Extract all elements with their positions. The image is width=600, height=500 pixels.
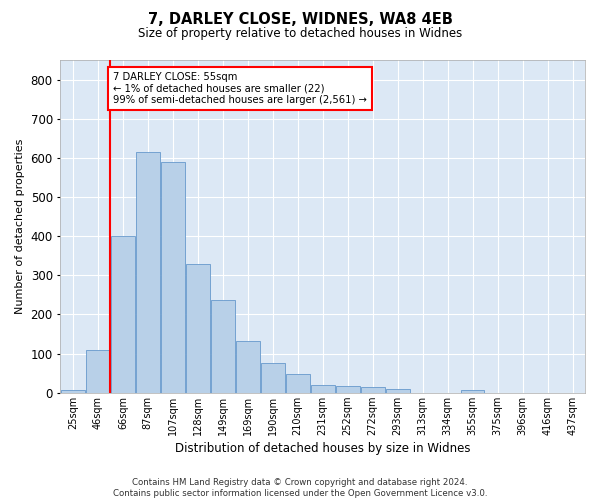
Text: 7, DARLEY CLOSE, WIDNES, WA8 4EB: 7, DARLEY CLOSE, WIDNES, WA8 4EB <box>148 12 452 28</box>
Text: 7 DARLEY CLOSE: 55sqm
← 1% of detached houses are smaller (22)
99% of semi-detac: 7 DARLEY CLOSE: 55sqm ← 1% of detached h… <box>113 72 367 105</box>
Bar <box>236 340 260 393</box>
Bar <box>111 236 135 393</box>
Bar <box>86 350 110 393</box>
Bar <box>336 386 359 393</box>
Bar <box>136 152 160 393</box>
Text: Size of property relative to detached houses in Widnes: Size of property relative to detached ho… <box>138 28 462 40</box>
Bar <box>261 362 284 393</box>
Bar <box>311 385 335 393</box>
Bar <box>211 300 235 393</box>
Bar <box>286 374 310 393</box>
Bar <box>61 390 85 393</box>
Text: Contains HM Land Registry data © Crown copyright and database right 2024.
Contai: Contains HM Land Registry data © Crown c… <box>113 478 487 498</box>
Bar <box>186 264 209 393</box>
Bar <box>161 162 185 393</box>
Y-axis label: Number of detached properties: Number of detached properties <box>15 138 25 314</box>
X-axis label: Distribution of detached houses by size in Widnes: Distribution of detached houses by size … <box>175 442 470 455</box>
Bar <box>461 390 484 393</box>
Bar <box>361 386 385 393</box>
Bar <box>386 390 410 393</box>
